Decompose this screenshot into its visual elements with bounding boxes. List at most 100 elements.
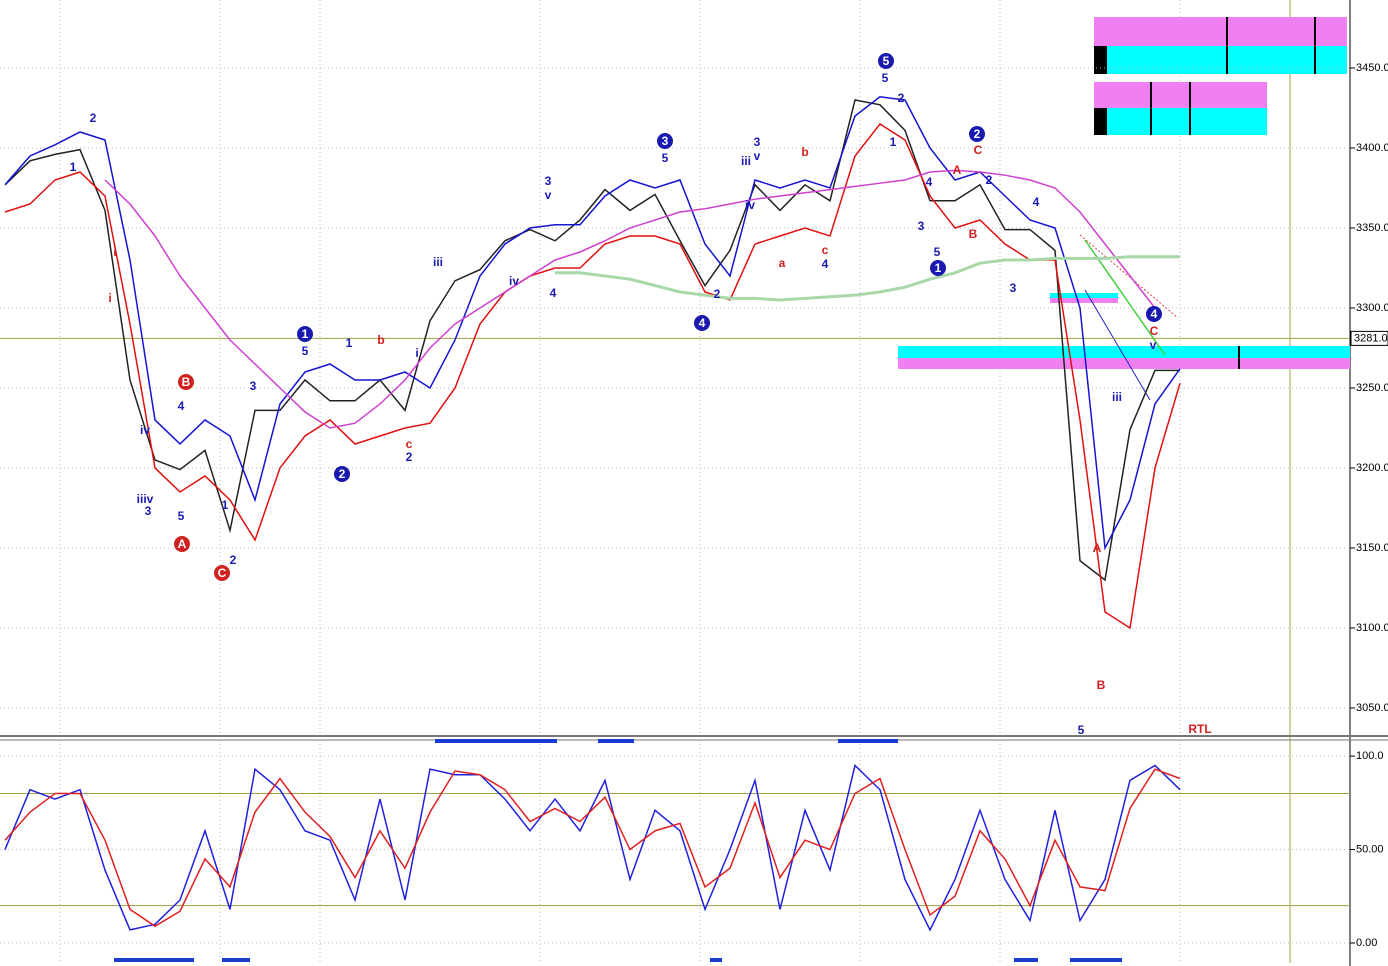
y-tick-label: 3450.0 [1356, 62, 1388, 74]
wave-label: b [377, 333, 384, 347]
wave-label: 5 [302, 344, 309, 358]
wave-label: 1 [70, 160, 77, 174]
y-tick-label: 3200.0 [1356, 462, 1388, 474]
zone-boxes [898, 17, 1350, 369]
wave-label: c [406, 437, 413, 451]
wave-label: 4 [926, 175, 933, 189]
wave-label: 3 [1010, 281, 1017, 295]
wave-label: iv [745, 198, 755, 212]
wave-label: c [822, 243, 829, 257]
wave-circle [1146, 306, 1162, 322]
wave-label: 3 [662, 134, 669, 148]
wave-circle [878, 53, 894, 69]
wave-label: B [182, 375, 191, 389]
wave-label: v [545, 188, 552, 202]
wave-circle [334, 466, 350, 482]
y-tick-label: 50.00 [1356, 843, 1384, 855]
wave-label: iii [741, 154, 751, 168]
y-tick-label: 3050.0 [1356, 702, 1388, 714]
y-tick-label: 0.00 [1356, 937, 1377, 949]
wave-label: 4 [1151, 307, 1158, 321]
wave-label: iii [1112, 390, 1122, 404]
series-line [4, 99, 1180, 582]
wave-circle [657, 133, 673, 149]
wave-circle [174, 536, 190, 552]
wave-label: 1 [302, 327, 309, 341]
wave-label: 3 [545, 174, 552, 188]
wave-label: 3 [250, 379, 257, 393]
wave-label: C [218, 566, 227, 580]
wave-label: i [415, 346, 418, 360]
y-tick-label: 3100.0 [1356, 622, 1388, 634]
wave-label: i [108, 291, 111, 305]
series-line [555, 255, 1180, 302]
series-line [4, 768, 1181, 928]
wave-circle [969, 126, 985, 142]
wave-label: 3 [145, 504, 152, 518]
wave-label: 1 [346, 336, 353, 350]
stoch-markers [114, 739, 1122, 962]
wave-label: A [953, 163, 962, 177]
wave-label: iiiv [137, 492, 154, 506]
wave-circle [178, 374, 194, 390]
wave-circle [297, 326, 313, 342]
wave-label: i [113, 245, 116, 259]
wave-label: iv [509, 274, 519, 288]
wave-label: 5 [178, 509, 185, 523]
y-tick-label: 100.0 [1356, 750, 1384, 762]
wave-label: 5 [883, 54, 890, 68]
wave-label: 4 [822, 257, 829, 271]
wave-label: B [969, 227, 978, 241]
wave-label: 4 [550, 286, 557, 300]
wave-label: 3 [918, 219, 925, 233]
wave-circle [930, 260, 946, 276]
y-tick-label: 3400.0 [1356, 142, 1388, 154]
wave-label: B [1097, 678, 1106, 692]
wave-label: 2 [986, 173, 993, 187]
series-line [4, 763, 1181, 932]
wave-label: a [779, 256, 786, 270]
wave-label: 4 [178, 399, 185, 413]
wave-label: 5 [934, 245, 941, 259]
wave-label: iii [433, 255, 443, 269]
wave-label: 2 [339, 467, 346, 481]
y-tick-label: 3150.0 [1356, 542, 1388, 554]
wave-label: 2 [898, 91, 905, 105]
wave-circle [214, 565, 230, 581]
wave-label: 2 [230, 553, 237, 567]
wave-circle [694, 315, 710, 331]
y-tick-label: 3350.0 [1356, 222, 1388, 234]
wave-label: C [974, 143, 983, 157]
wave-label: 5 [882, 71, 889, 85]
wave-label: 1 [935, 261, 942, 275]
wave-label: v [754, 149, 761, 163]
wave-label: C [1150, 324, 1159, 338]
wave-label: 5 [1078, 723, 1085, 737]
wave-label: RTL [1188, 722, 1211, 736]
wave-label: v [1150, 338, 1157, 352]
wave-label: 2 [714, 287, 721, 301]
wave-label: 2 [90, 111, 97, 125]
wave-label: 1 [222, 498, 229, 512]
wave-label: A [1093, 541, 1102, 555]
last-price-box [1350, 330, 1388, 346]
series-line [4, 122, 1181, 630]
wave-label: 1 [890, 135, 897, 149]
wave-label: b [801, 145, 808, 159]
wave-label: 4 [1033, 195, 1040, 209]
vertical-grid [59, 0, 1181, 963]
wave-label: 5 [662, 151, 669, 165]
y-tick-label: 3300.0 [1356, 302, 1388, 314]
wave-label: iv [140, 423, 150, 437]
last-price-label: 3281.0 [1354, 332, 1388, 344]
series-line [104, 169, 1156, 429]
wave-label: 2 [406, 450, 413, 464]
wave-label: 4 [699, 316, 706, 330]
wave-label: 3 [754, 135, 761, 149]
wave-label: 2 [974, 127, 981, 141]
wave-label: A [178, 537, 187, 551]
series-line [4, 96, 1181, 551]
